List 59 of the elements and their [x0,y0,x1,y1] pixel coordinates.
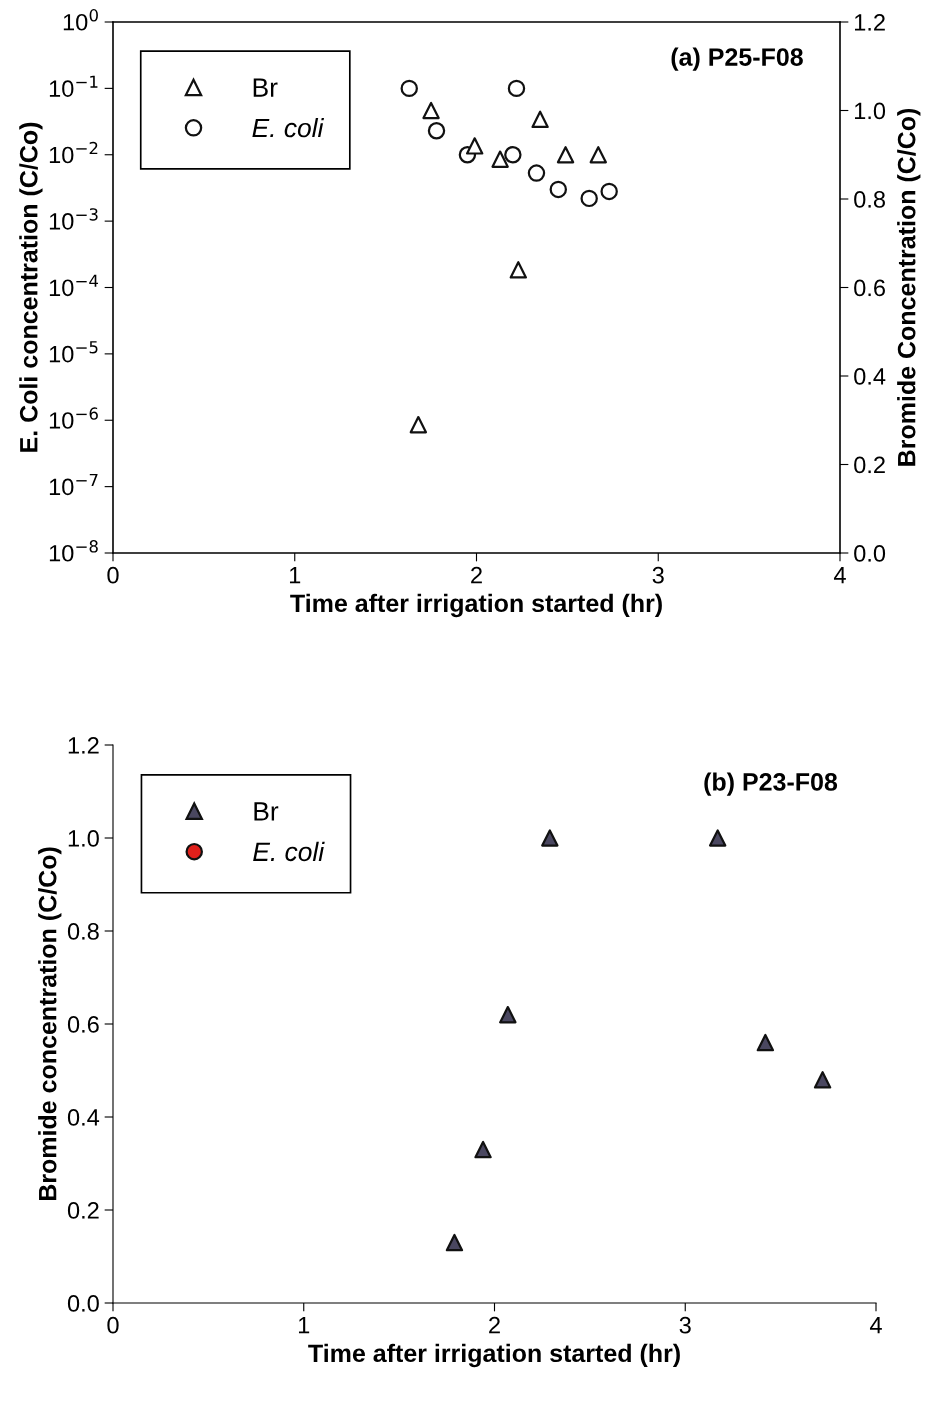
legend-label: Br [254,802,279,821]
point [600,182,618,201]
legend-label: Br [253,78,278,97]
x-tick-label: 4 [869,1317,882,1334]
y-tick-label: 10$^{−2}$ [49,141,98,164]
y2-tick-label: 0.0 [854,545,886,562]
point [549,180,567,199]
y-tick-label: 10$^{−4}$ [49,274,99,297]
x-tick-label: 3 [652,566,664,584]
annotation: (b) P23-F08 [704,772,838,796]
x-tick-label: 2 [471,566,482,584]
legend-label: E. coli [253,841,325,862]
y2-tick-label: 1.0 [854,102,886,120]
point [499,1005,517,1024]
y-tick-label: 10$^{−3}$ [49,208,98,230]
y-tick-label: 0.2 [67,1202,99,1219]
point [427,122,446,140]
x-tick-label: 0 [107,566,119,584]
point [504,146,522,164]
y-axis-title: Bromide concentration (C/Co) [38,847,62,1201]
point [527,164,546,182]
y2-tick-label: 0.8 [854,191,885,208]
x-tick-label: 1 [289,567,301,584]
point [445,1233,464,1252]
x-tick-label: 1 [298,1317,310,1334]
y-tick-label: 10$^{−7}$ [49,473,98,496]
point [580,189,598,208]
y2-tick-label: 0.2 [854,456,885,474]
y-tick-label: 10$^{0}$ [63,9,98,31]
y-tick-label: 10$^{−5}$ [49,341,98,363]
x-tick-label: 4 [833,567,846,584]
x-tick-label: 0 [107,1316,119,1334]
y-tick-label: 10$^{−8}$ [49,540,98,562]
y-tick-label: 1.0 [68,830,99,847]
point [474,1140,492,1159]
point [541,829,559,847]
point [507,79,526,98]
y-tick-label: 0.6 [67,1016,99,1033]
point [400,79,418,98]
x-tick-label: 3 [679,1316,691,1334]
point [756,1033,775,1052]
legend-label: E. coli [252,117,325,138]
y-tick-label: 0.0 [67,1295,99,1312]
y-tick-label: 0.4 [67,1109,100,1126]
point [708,829,727,847]
y-tick-label: 0.8 [67,923,99,940]
y2-tick-label: 1.2 [854,14,885,31]
y-axis-title: E. Coli concentration (C/Co) [19,122,43,452]
y-tick-label: 1.2 [68,737,99,754]
x-tick-label: 2 [489,1316,500,1334]
y-tick-label: 10$^{−6}$ [49,407,98,429]
y2-tick-label: 0.4 [854,368,886,385]
x-axis-title: Time after irrigation started (hr) [308,1343,680,1368]
y-tick-label: 10$^{−1}$ [49,75,98,97]
x-axis-title: Time after irrigation started (hr) [290,593,662,618]
y2-tick-label: 0.6 [854,279,885,297]
point [813,1071,832,1089]
annotation: (a) P25-F08 [671,47,803,71]
y2-axis-title: Bromide Concentration (C/Co) [897,108,921,466]
